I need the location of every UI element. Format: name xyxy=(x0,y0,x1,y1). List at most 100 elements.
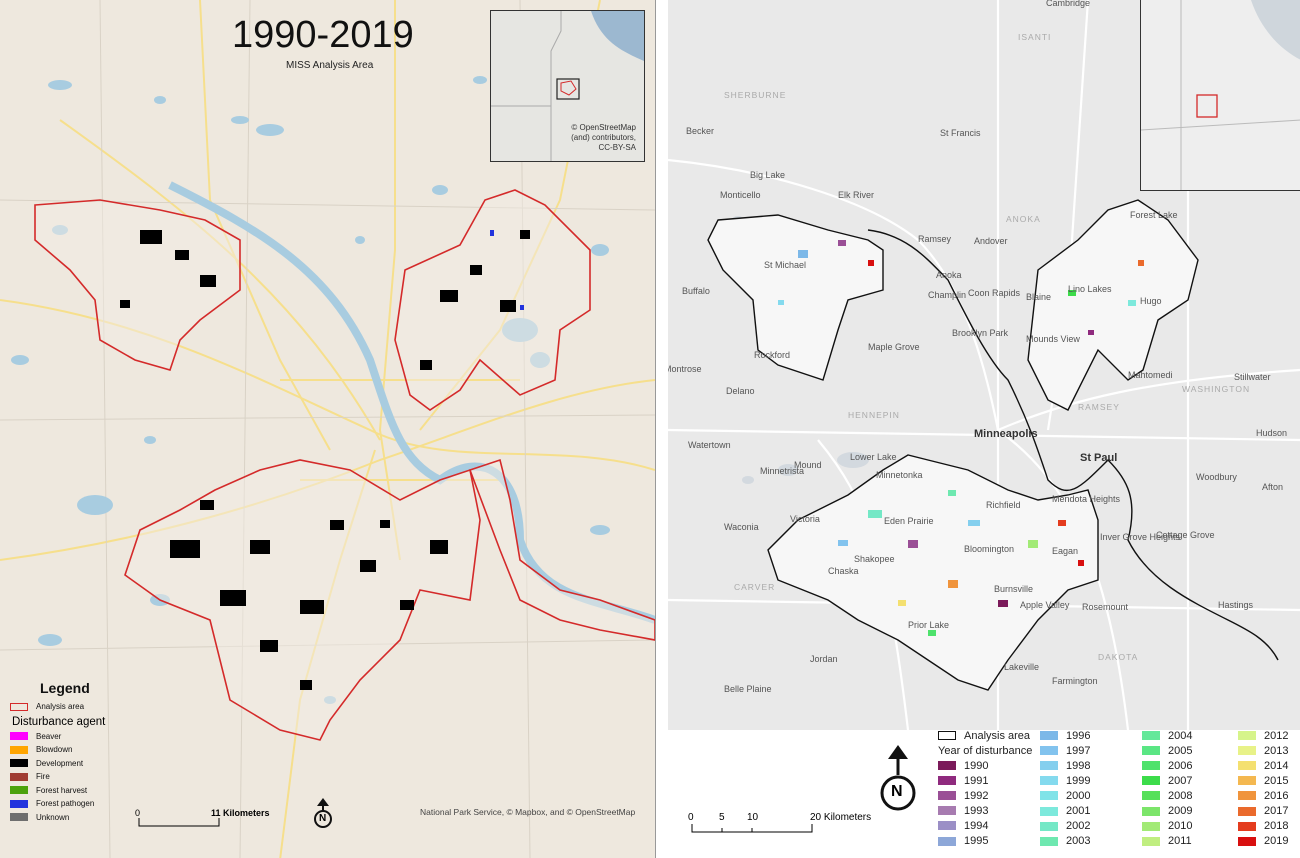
legend-swatch xyxy=(1040,806,1058,816)
agent-label: Forest harvest xyxy=(36,785,88,795)
legend-year-item: 2009 xyxy=(1142,804,1192,819)
north-arrow-icon: N xyxy=(312,798,334,830)
place-label: Hastings xyxy=(1218,600,1254,610)
place-label: Watertown xyxy=(688,440,731,450)
legend-year-item: 2017 xyxy=(1238,804,1288,819)
legend-agent-item: Blowdown xyxy=(10,743,140,757)
legend-swatch xyxy=(1040,731,1058,740)
legend-swatch xyxy=(1238,776,1256,786)
agent-swatch xyxy=(10,786,28,795)
map-title: 1990-2019 xyxy=(232,14,414,56)
right-river-corridor xyxy=(867,229,1279,661)
right-legend-area: N xyxy=(668,730,1300,858)
place-label: Bloomington xyxy=(964,544,1015,554)
agent-swatch xyxy=(10,772,28,781)
legend-year-item: 2001 xyxy=(1040,804,1090,819)
place-label: Blaine xyxy=(1026,292,1052,302)
agent-swatch xyxy=(10,732,28,741)
agent-list: Beaver Blowdown Development Fire Forest harv… xyxy=(10,730,140,825)
place-label: Forest Lake xyxy=(1130,210,1178,220)
legend-swatch xyxy=(1238,731,1256,740)
place-label: Rosemount xyxy=(1082,602,1129,612)
place-label: Brooklyn Park xyxy=(952,328,1009,338)
legend-year-item: 2010 xyxy=(1142,819,1192,834)
agent-label: Forest pathogen xyxy=(36,799,95,809)
place-label: Rockford xyxy=(754,350,791,360)
place-label: Ramsey xyxy=(918,234,952,244)
place-label: Mound xyxy=(794,460,822,470)
legend-swatch xyxy=(1238,821,1256,831)
legend-swatch xyxy=(1142,731,1160,740)
place-label: Andover xyxy=(974,236,1008,246)
place-label: Prior Lake xyxy=(908,620,950,630)
agent-swatch xyxy=(10,799,28,808)
legend-analysis-area: Analysis area xyxy=(10,700,140,714)
legend-year-item: 2014 xyxy=(1238,758,1288,773)
right-locator-inset xyxy=(1140,0,1300,191)
legend-swatch xyxy=(938,821,956,831)
place-label: WASHINGTON xyxy=(1182,384,1251,394)
agent-label: Fire xyxy=(36,772,50,782)
place-label: Lakeville xyxy=(1004,662,1040,672)
place-label: Minneapolis xyxy=(974,428,1038,440)
place-label: St Paul xyxy=(1080,452,1118,464)
legend-swatch xyxy=(1040,761,1058,771)
agent-heading: Disturbance agent xyxy=(12,715,106,728)
place-label: Becker xyxy=(686,126,715,136)
legend-swatch xyxy=(938,731,956,740)
place-label: Cottage Grove xyxy=(1156,530,1215,540)
legend-year-item: 2003 xyxy=(1040,834,1090,849)
legend-year-item: 1998 xyxy=(1040,758,1090,773)
left-map-panel: 1990-2019 MISS Analysis Area © OpenStree… xyxy=(0,0,656,858)
legend-year-item: 1997 xyxy=(1040,743,1090,758)
legend-agent-item: Unknown xyxy=(10,811,140,825)
legend-heading: Legend xyxy=(40,680,90,696)
legend-swatch xyxy=(1142,806,1160,816)
place-label: Inver Grove Heights xyxy=(1100,532,1181,542)
place-label: Shakopee xyxy=(854,554,895,564)
place-label: Hudson xyxy=(1256,428,1288,438)
legend-swatch xyxy=(1238,836,1256,846)
legend-year-item: 2013 xyxy=(1238,743,1288,758)
left-disturbance-pathogen xyxy=(490,230,524,310)
place-label: Victoria xyxy=(790,514,820,524)
legend-swatch xyxy=(938,761,956,770)
agent-swatch xyxy=(10,759,28,768)
place-label: ANOKA xyxy=(1006,214,1041,224)
legend-year-item: 2011 xyxy=(1142,834,1192,849)
legend-year-item: 2015 xyxy=(1238,773,1288,788)
legend-year-item: 2004 xyxy=(1142,728,1192,743)
legend-year-item: 1994 xyxy=(938,818,988,833)
place-label: Eagan xyxy=(1052,546,1079,556)
place-label: Chaska xyxy=(828,566,859,576)
legend-year-item: 2016 xyxy=(1238,788,1288,803)
right-basemap xyxy=(668,0,1300,730)
place-label: Big Lake xyxy=(750,170,786,180)
inset-extent-box xyxy=(1196,94,1218,118)
place-label: Lino Lakes xyxy=(1068,284,1112,294)
place-label: Woodbury xyxy=(1196,472,1237,482)
place-label: Coon Rapids xyxy=(968,288,1021,298)
place-label: Richfield xyxy=(986,500,1021,510)
legend-year-item: 2000 xyxy=(1040,788,1090,803)
inset-basemap xyxy=(491,11,644,161)
place-label: Buffalo xyxy=(682,286,710,296)
place-label: St Francis xyxy=(940,128,981,138)
legend-swatch xyxy=(1142,761,1160,771)
left-analysis-area xyxy=(34,189,655,741)
legend-swatch xyxy=(1040,746,1058,756)
legend-year-item: 1996 xyxy=(1040,728,1090,743)
legend-year-item: 2018 xyxy=(1238,819,1288,834)
legend-swatch xyxy=(1142,821,1160,831)
legend-agent-item: Development xyxy=(10,757,140,771)
left-legend: Legend Analysis area Disturbance agent B… xyxy=(10,680,140,824)
legend-swatch xyxy=(938,791,956,801)
legend-swatch xyxy=(938,806,956,816)
inset-credit: © OpenStreetMap (and) contributors, CC-B… xyxy=(571,123,636,152)
legend-year-item: 2007 xyxy=(1142,773,1192,788)
legend-agent-item: Forest pathogen xyxy=(10,797,140,811)
legend-year-item: 1990 xyxy=(938,758,988,773)
left-basemap xyxy=(0,0,655,858)
place-label: Elk River xyxy=(838,190,875,200)
agent-swatch xyxy=(10,745,28,754)
